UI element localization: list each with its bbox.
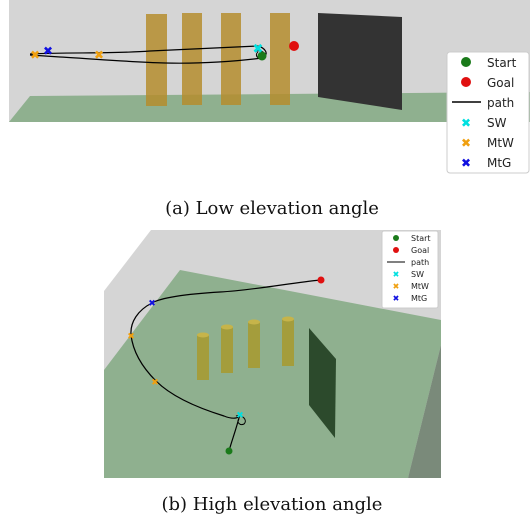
obstacle-wall-b (309, 328, 336, 438)
pillar-b-3 (248, 319, 260, 368)
legend-b-goal-label: Goal (411, 246, 429, 255)
legend-a: Start Goal path ✖ SW ✖ MtW ✖ MtG (446, 51, 530, 174)
legend-a-start-icon (461, 57, 471, 67)
legend-b-mtg-icon: ✖ (393, 294, 400, 303)
caption-b: (b) High elevation angle (162, 494, 383, 515)
pillar-4 (270, 13, 290, 105)
pillar-b-1 (197, 332, 209, 380)
goal-marker-b (317, 276, 325, 284)
pillar-1 (146, 14, 167, 106)
legend-a-start-label: Start (487, 56, 517, 70)
floor-b-edge (408, 345, 441, 478)
legend-b-mtw-label: MtW (411, 282, 429, 291)
sw-marker-b: ✖ (236, 411, 244, 421)
legend-a-sw-label: SW (487, 116, 507, 130)
legend-b-start-label: Start (411, 234, 431, 243)
legend-a-mtw-icon: ✖ (461, 136, 471, 150)
caption-a: (a) Low elevation angle (165, 198, 379, 219)
mtg-marker-b: ✖ (148, 299, 156, 309)
pillar-b-2 (221, 324, 233, 373)
legend-b-mtw-icon: ✖ (393, 282, 400, 291)
legend-b: Start Goal path ✖ SW ✖ MtW ✖ MtG (381, 230, 439, 309)
panel-b: ✖ ✖ ✖ ✖ Start Goal path ✖ SW ✖ MtW ✖ MtG (104, 230, 441, 478)
legend-a-sw-icon: ✖ (461, 116, 471, 130)
legend-b-sw-icon: ✖ (393, 270, 400, 279)
sw-marker-a: ✖ (253, 42, 264, 57)
legend-a-path-label: path (487, 96, 514, 110)
pillar-b-4 (282, 316, 294, 366)
mtg-marker-a: ✖ (43, 44, 53, 58)
legend-a-mtw-label: MtW (487, 136, 514, 150)
pillar-2 (182, 13, 202, 105)
legend-b-mtg-label: MtG (411, 294, 427, 303)
start-marker-a (257, 51, 267, 61)
path-a (29, 45, 267, 64)
mtw-marker-a-1: ✖ (30, 48, 40, 62)
legend-b-sw-label: SW (411, 270, 424, 279)
floor-b (104, 270, 441, 478)
start-marker-b (225, 447, 233, 455)
legend-b-goal-icon (393, 247, 399, 253)
path-loop-b (235, 415, 246, 425)
mtw-marker-b-2: ✖ (151, 378, 159, 388)
obstacle-wall-a (318, 13, 402, 110)
legend-b-path-label: path (411, 258, 429, 267)
pillar-3 (221, 13, 241, 105)
legend-a-goal-icon (461, 77, 471, 87)
legend-a-goal-label: Goal (487, 76, 514, 90)
goal-marker-a (289, 41, 299, 51)
legend-a-box (446, 51, 530, 174)
panel-a: ✖ ✖ ✖ ✖ Start Goal path ✖ SW ✖ MtW ✖ MtG (9, 0, 530, 174)
mtw-marker-a-2: ✖ (94, 48, 104, 62)
legend-b-start-icon (393, 235, 399, 241)
mtw-marker-b-1: ✖ (127, 332, 135, 342)
legend-a-mtg-icon: ✖ (461, 156, 471, 170)
legend-a-mtg-label: MtG (487, 156, 511, 170)
